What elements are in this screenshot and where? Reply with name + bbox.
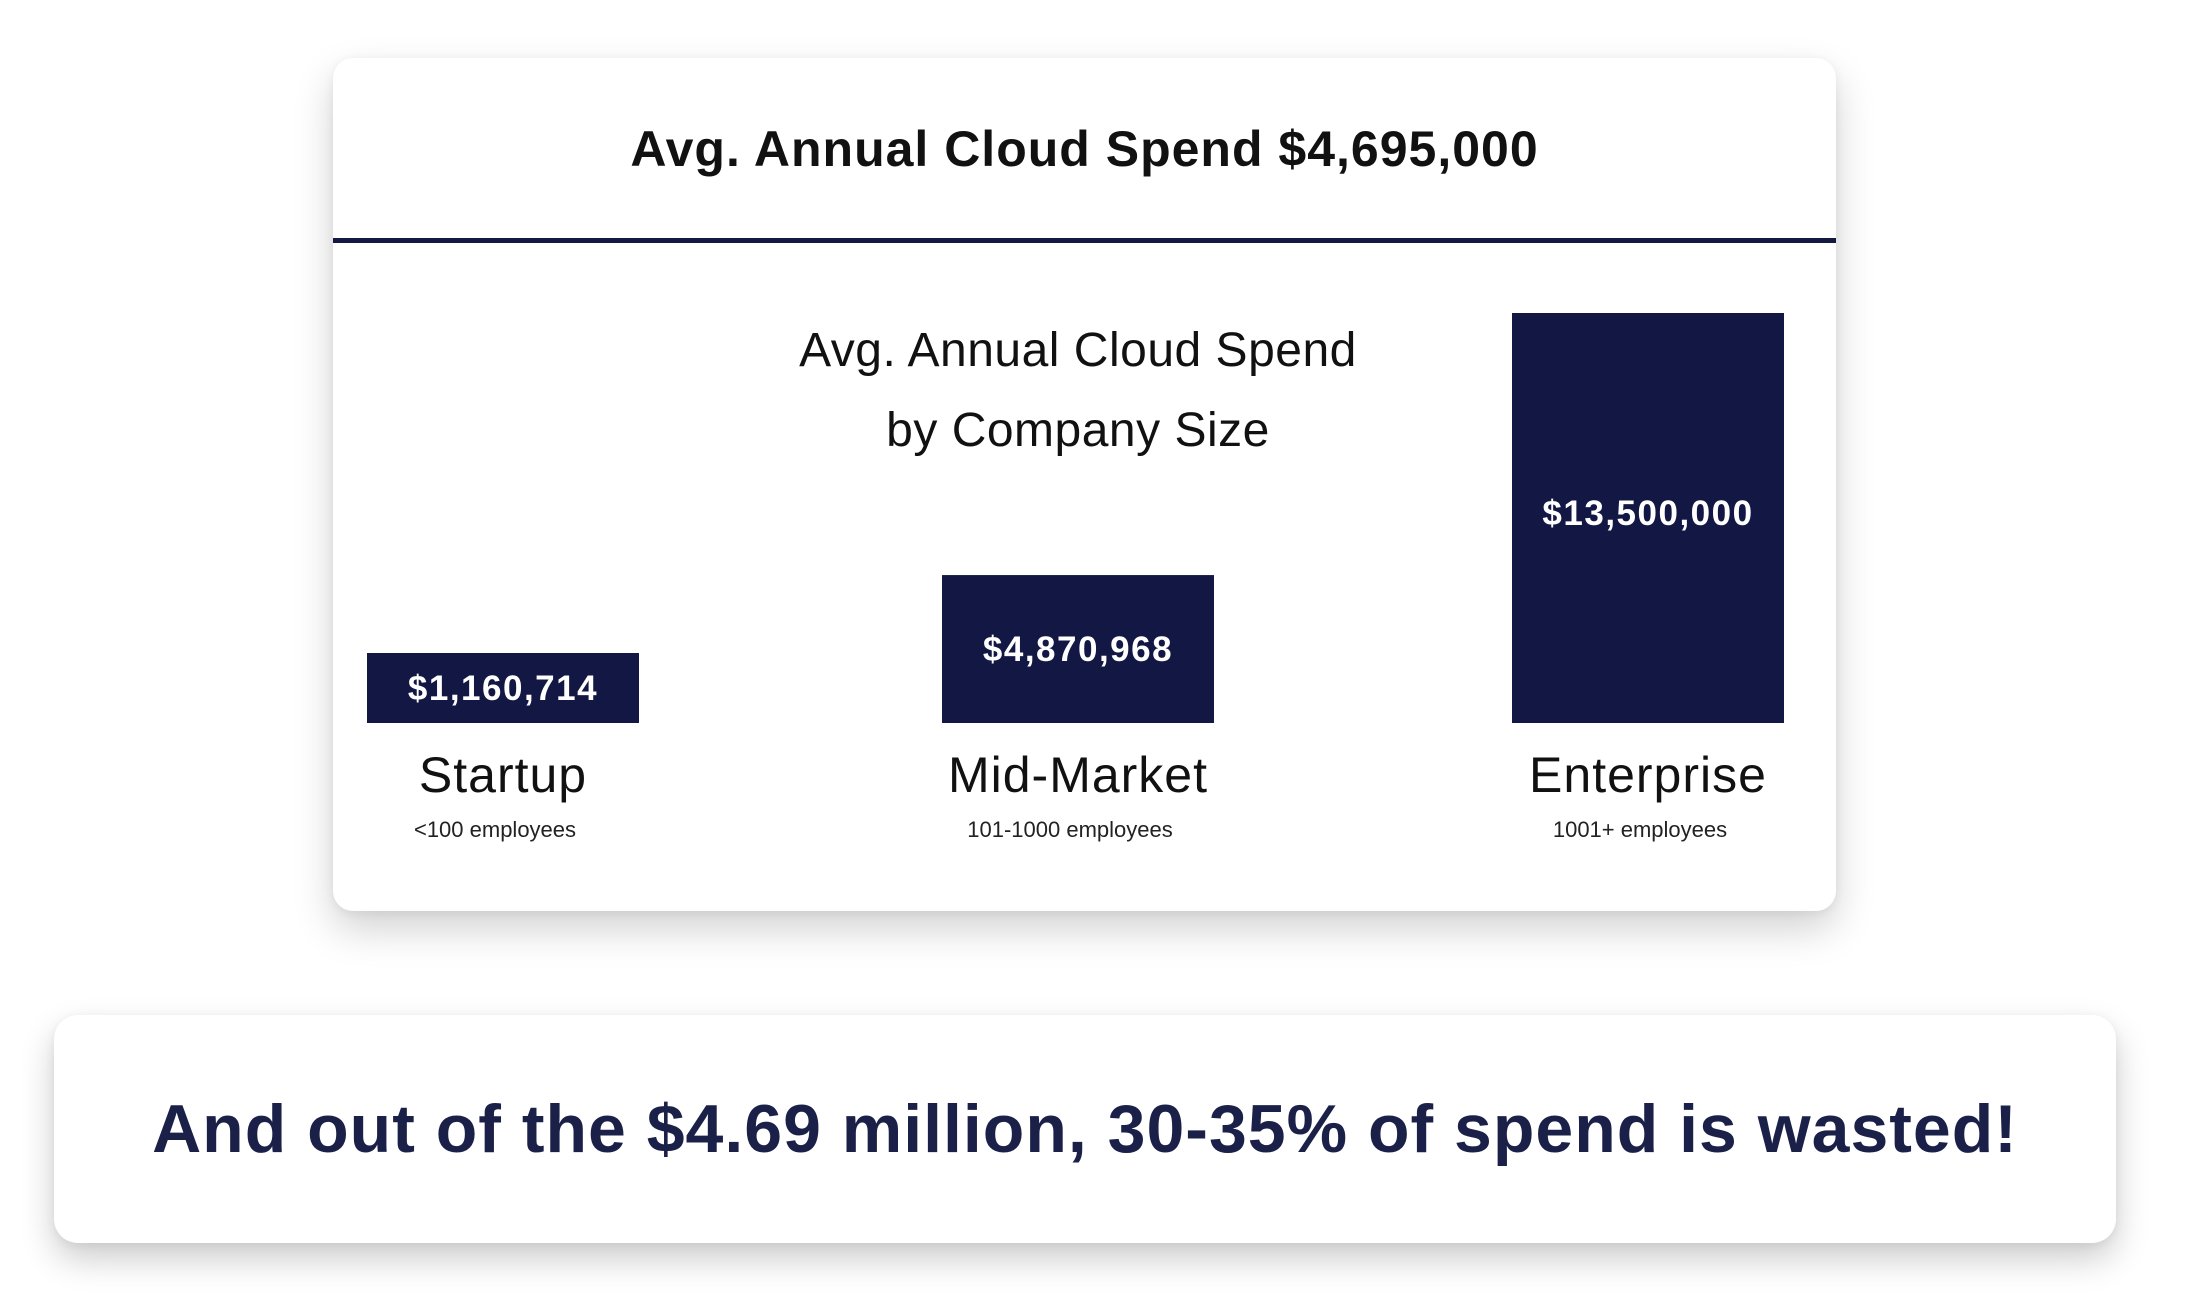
- category-label-mid-market: Mid-Market: [948, 747, 1208, 803]
- value-label-startup: $1,160,714: [408, 669, 598, 708]
- category-label-enterprise: Enterprise: [1529, 747, 1767, 803]
- waste-banner: And out of the $4.69 million, 30-35% of …: [54, 1015, 2116, 1243]
- card-header: Avg. Annual Cloud Spend $4,695,000: [333, 58, 1836, 240]
- banner-text: And out of the $4.69 million, 30-35% of …: [152, 1091, 2018, 1167]
- bar-enterprise: [1512, 313, 1784, 723]
- subcategory-label-startup: <100 employees: [414, 817, 576, 842]
- category-label-startup: Startup: [419, 747, 587, 803]
- chart-title-line-1: Avg. Annual Cloud Spend: [799, 324, 1357, 377]
- value-label-enterprise: $13,500,000: [1542, 494, 1753, 533]
- subcategory-label-mid-market: 101-1000 employees: [967, 817, 1172, 842]
- header-divider: [333, 238, 1836, 243]
- bar-chart: Avg. Annual Cloud Spend by Company Size $1…: [367, 313, 1784, 842]
- value-label-mid-market: $4,870,968: [983, 630, 1173, 669]
- subcategory-label-enterprise: 1001+ employees: [1553, 817, 1727, 842]
- chart-title-line-2: by Company Size: [886, 404, 1270, 457]
- headline: Avg. Annual Cloud Spend $4,695,000: [630, 121, 1539, 177]
- bar-startup: [367, 653, 639, 723]
- bar-mid-market: [942, 575, 1214, 723]
- chart-card: Avg. Annual Cloud Spend $4,695,000 Avg. …: [333, 58, 1836, 911]
